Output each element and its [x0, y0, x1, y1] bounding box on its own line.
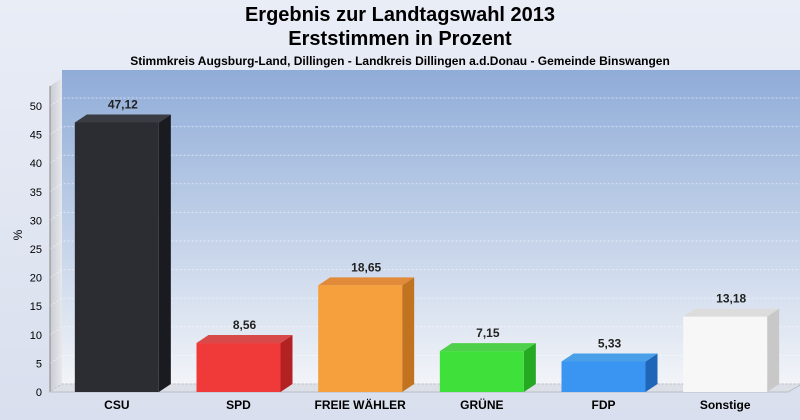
bar-side [523, 343, 536, 392]
gridline [49, 126, 800, 136]
x-tick-label: FREIE WÄHLER [314, 397, 406, 412]
plot-left-wall [50, 78, 62, 392]
y-tick-label: 10 [30, 330, 42, 342]
bar [561, 361, 646, 392]
gridline [49, 354, 800, 364]
bar-side [767, 308, 780, 392]
labels-group: 0 5 10 15 20 25 30 35 40 45 50% 47,12 CSU 8,56 SPD 18,6… [11, 97, 751, 412]
y-tick-label: 35 [30, 187, 42, 199]
bar [196, 343, 281, 392]
y-tick-label: 0 [36, 387, 42, 399]
x-tick-label: CSU [104, 398, 129, 412]
bar-side [280, 335, 293, 392]
data-label: 18,65 [351, 260, 381, 274]
y-tick-label: 30 [30, 215, 42, 227]
y-tick-label: 45 [30, 130, 42, 142]
y-tick-label: 15 [30, 301, 42, 313]
bar [683, 316, 768, 392]
bar-top [561, 353, 658, 362]
bar-side [402, 277, 415, 392]
y-axis-label: % [11, 229, 25, 240]
gridline [49, 211, 800, 221]
bar [74, 122, 159, 392]
x-tick-label: GRÜNE [460, 397, 503, 412]
bar [439, 351, 524, 392]
bar-top [683, 308, 780, 317]
bar-side [645, 353, 658, 392]
gridline [49, 326, 800, 336]
gridline [49, 97, 800, 107]
bar-top [74, 114, 171, 123]
gridline [49, 269, 800, 279]
data-label: 7,15 [476, 326, 500, 340]
gridline [49, 240, 800, 250]
x-tick-label: FDP [592, 398, 616, 412]
data-label: 8,56 [233, 318, 257, 332]
y-tick-label: 40 [30, 158, 42, 170]
y-tick-label: 25 [30, 244, 42, 256]
gridline [49, 297, 800, 307]
x-tick-label: SPD [226, 398, 251, 412]
chart-title: Ergebnis zur Landtagswahl 2013 [244, 4, 556, 26]
bar [318, 285, 403, 392]
bar-top [439, 343, 536, 352]
bar-top [318, 277, 415, 286]
bars-group [74, 114, 780, 392]
plot-background [62, 70, 800, 384]
gridline [49, 383, 800, 393]
y-tick-label: 50 [30, 101, 42, 113]
data-label: 47,12 [108, 97, 138, 111]
gridline [49, 183, 800, 193]
chart-caption: Stimmkreis Augsburg-Land, Dillingen - La… [130, 54, 670, 68]
x-tick-label: Sonstige [700, 398, 751, 412]
bar-side [158, 114, 171, 392]
bar-top [196, 335, 293, 344]
gridline [49, 154, 800, 164]
y-tick-label: 20 [30, 273, 42, 285]
y-tick-label: 5 [36, 358, 42, 370]
data-label: 5,33 [598, 337, 622, 351]
chart-subtitle: Erststimmen in Prozent [288, 28, 512, 50]
data-label: 13,18 [716, 292, 746, 306]
